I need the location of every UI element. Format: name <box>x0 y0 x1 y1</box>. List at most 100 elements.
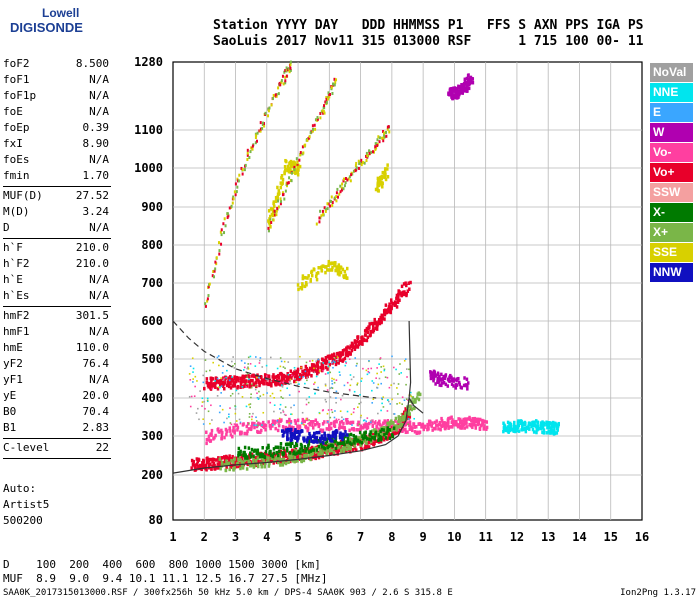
echo-point <box>225 454 228 459</box>
noise-point <box>269 401 272 404</box>
echo-point <box>457 376 460 381</box>
echo-point <box>234 379 238 384</box>
echo-point <box>397 419 400 424</box>
param-value: N/A <box>89 273 109 286</box>
echo-point <box>260 380 264 384</box>
noise-point <box>306 376 308 379</box>
echo-point <box>272 451 276 456</box>
noise-point <box>283 413 286 416</box>
echo-point <box>276 445 280 450</box>
echo-point <box>334 446 338 451</box>
noise-point <box>372 382 375 384</box>
echo-point <box>366 335 370 339</box>
echo-point <box>257 379 260 384</box>
echo-point <box>220 233 223 237</box>
echo-point <box>239 458 242 462</box>
echo-point <box>289 419 293 424</box>
echo-point <box>349 344 352 348</box>
echo-point <box>299 375 303 380</box>
noise-point <box>298 383 300 385</box>
echo-point <box>341 432 345 437</box>
echo-point <box>361 434 364 439</box>
echo-point <box>444 425 448 430</box>
echo-point <box>271 213 275 218</box>
echo-point <box>465 417 468 421</box>
echo-point <box>267 114 270 118</box>
echo-point <box>287 169 291 174</box>
noise-point <box>346 381 349 384</box>
echo-point <box>354 448 358 452</box>
echo-point <box>243 431 246 436</box>
echo-point <box>230 456 234 461</box>
echo-point <box>404 281 407 285</box>
echo-point <box>305 446 309 451</box>
echo-point <box>326 452 329 457</box>
echo-point <box>320 214 323 218</box>
echo-point <box>458 89 461 94</box>
echo-point <box>255 451 258 456</box>
echo-point <box>376 323 379 328</box>
noise-point <box>287 361 290 363</box>
noise-point <box>192 378 194 380</box>
noise-point <box>279 408 281 410</box>
echo-point <box>283 448 286 453</box>
noise-point <box>317 386 319 389</box>
echo-point <box>221 430 224 435</box>
noise-point <box>202 374 205 377</box>
echo-point <box>373 428 376 432</box>
noise-point <box>301 411 304 414</box>
noise-point <box>378 377 381 380</box>
echo-point <box>548 421 551 425</box>
echo-point <box>282 373 285 378</box>
echo-point <box>356 422 360 427</box>
echo-point <box>428 419 431 424</box>
noise-point <box>216 395 219 397</box>
echo-point <box>454 386 458 390</box>
echo-point <box>533 423 536 428</box>
echo-point <box>433 420 437 425</box>
noise-point <box>380 366 383 368</box>
echo-point <box>466 79 470 84</box>
echo-point <box>232 195 235 199</box>
echo-point <box>242 453 245 458</box>
echo-point <box>295 374 299 379</box>
echo-point <box>210 380 213 385</box>
echo-point <box>375 425 379 429</box>
echo-point <box>331 434 334 439</box>
echo-point <box>284 168 287 173</box>
echo-point <box>286 430 289 434</box>
echo-point <box>342 177 345 181</box>
param-value: 8.90 <box>82 137 110 150</box>
echo-point <box>440 381 444 385</box>
echo-point <box>338 441 342 446</box>
echo-point <box>431 428 434 432</box>
echo-point <box>432 376 436 380</box>
noise-point <box>234 412 237 415</box>
echo-point <box>440 424 444 428</box>
param-row: hmE 110.0 <box>3 340 109 356</box>
noise-point <box>218 411 221 414</box>
echo-point <box>296 424 299 428</box>
echo-point <box>302 436 306 440</box>
echo-point <box>294 428 297 432</box>
echo-point <box>269 449 272 454</box>
echo-point <box>247 379 250 384</box>
echo-point <box>365 338 369 343</box>
echo-point <box>282 82 285 86</box>
echo-point <box>272 94 275 98</box>
noise-point <box>397 383 400 385</box>
echo-point <box>363 161 366 165</box>
echo-point <box>365 422 369 427</box>
echo-point <box>237 453 240 458</box>
echo-point <box>361 426 365 430</box>
param-value: 301.5 <box>75 309 109 322</box>
echo-point <box>285 74 288 78</box>
noise-point <box>247 356 250 359</box>
echo-point <box>364 440 367 444</box>
echo-point <box>234 182 237 186</box>
echo-point <box>214 267 217 271</box>
echo-point <box>555 431 559 435</box>
echo-point <box>277 205 280 209</box>
echo-point <box>377 433 380 437</box>
noise-point <box>381 397 383 400</box>
